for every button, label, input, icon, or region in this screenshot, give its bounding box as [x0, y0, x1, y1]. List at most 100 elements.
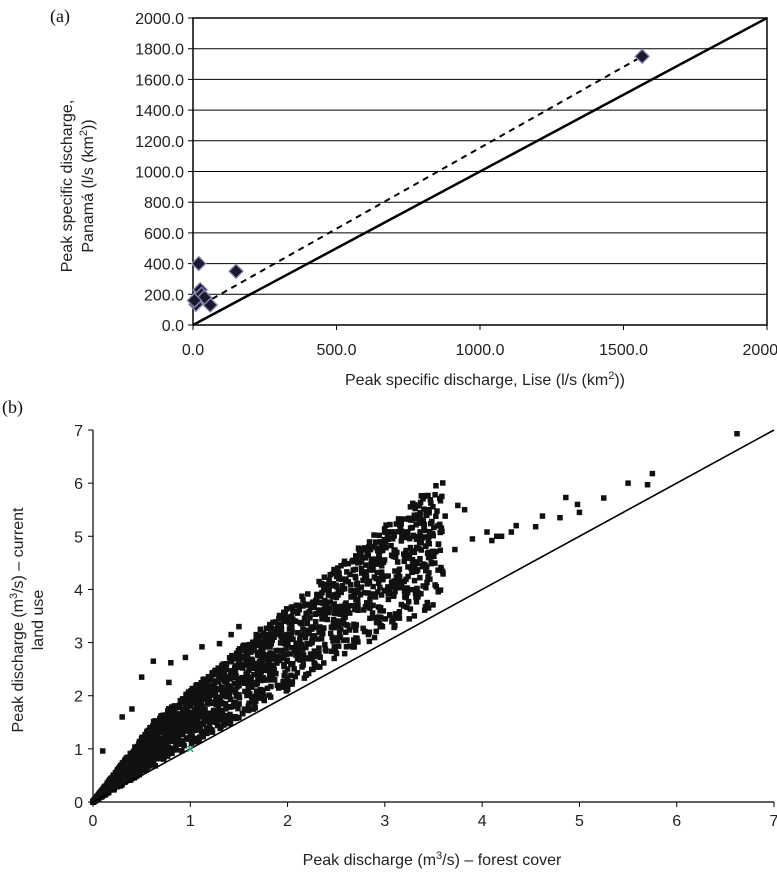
panel-b-square-point [147, 724, 153, 731]
panel-b-square-point [389, 618, 395, 625]
panel-b-square-point [293, 640, 299, 646]
panel-b-square-point [244, 654, 251, 661]
panel-b-square-point [331, 566, 337, 573]
panel-b-square-point [200, 712, 206, 719]
panel-b-square-point [139, 748, 146, 755]
panel-b-square-point [285, 683, 291, 689]
panel-b-square-point [335, 643, 342, 649]
panel-b-square-point [186, 714, 192, 721]
panel-b-square-point [305, 591, 311, 597]
panel-b-square-point [427, 497, 434, 503]
panel-b-square-point [181, 707, 188, 714]
panel-b-square-point [339, 586, 346, 592]
panel-b-square-point [162, 712, 168, 718]
panel-b-square-point [399, 532, 405, 539]
panel-b-square-point [432, 492, 438, 498]
panel-b-square-point [232, 689, 239, 696]
panel-b-y-tick-label: 6 [74, 476, 83, 493]
panel-b-square-point [498, 533, 505, 540]
panel-b-square-point [212, 718, 218, 725]
panel-b-square-point [300, 597, 306, 603]
panel-b-square-point [366, 544, 372, 550]
panel-b-square-point [209, 700, 216, 707]
panel-b-square-point [187, 721, 194, 728]
panel-a-y-tick-labels: 0.0 200.0 400.0 600.0 800.0 1000.0 1200.0 1400.… [135, 11, 184, 335]
panel-b-square-point [192, 714, 199, 721]
panel-b-square-point [266, 692, 272, 698]
panel-b-square-point [439, 528, 445, 535]
panel-b-square-point [233, 650, 240, 657]
panel-b-square-point [170, 708, 177, 715]
panel-b-square-point [332, 610, 338, 617]
panel-b-square-point [179, 747, 185, 754]
panel-a-x-tick-label: 1000.0 [456, 342, 505, 359]
panel-b-square-point [431, 524, 437, 531]
panel-b-square-point [316, 645, 322, 651]
panel-b-square-point [322, 646, 329, 653]
panel-b-square-point [328, 624, 335, 630]
panel-b-square-point [369, 610, 376, 616]
panel-b-square-point [418, 591, 424, 597]
panel-b-square-point [330, 616, 337, 623]
panel-a-diamond-point [186, 292, 203, 309]
panel-b-square-point [253, 638, 259, 644]
panel-b-square-point [135, 746, 142, 752]
panel-a-y-tick-label: 400.0 [144, 257, 184, 274]
panel-b-square-point [314, 636, 321, 642]
panel-b-square-point [157, 755, 164, 762]
panel-b-square-point [258, 633, 264, 639]
panel-b-square-point [271, 634, 277, 641]
panel-b-square-point [435, 567, 441, 573]
panel-b-square-point [358, 558, 365, 564]
panel-b-square-point [399, 528, 405, 535]
panel-a-y-tick-label: 1800.0 [135, 42, 184, 59]
panel-b-square-point [401, 558, 407, 565]
panel-b-square-point [316, 650, 322, 657]
panel-b-square-point [367, 567, 373, 573]
panel-b-square-point [334, 584, 340, 590]
panel-b-square-point [377, 539, 384, 545]
panel-b-square-point [361, 545, 368, 551]
panel-b-square-point [244, 670, 250, 676]
panel-a-y-tick-label: 1600.0 [135, 72, 184, 89]
panel-b-square-point [365, 579, 372, 586]
panel-b-square-point [407, 606, 414, 612]
panel-b-x-tick-label: 2 [283, 813, 292, 830]
panel-b-square-point [226, 692, 233, 698]
panel-b-square-point [227, 696, 234, 703]
panel-b-square-point [259, 654, 266, 660]
panel-b-square-point [343, 644, 350, 650]
panel-b-square-point [163, 730, 170, 736]
panel-b-square-point [440, 480, 446, 486]
panel-b-square-point [438, 564, 444, 571]
panel-b-square-point [344, 569, 350, 575]
panel-b-square-point [421, 521, 428, 528]
panel-b-square-point [370, 558, 377, 564]
panel-a-y-tick-label: 800.0 [144, 195, 184, 212]
panel-b-square-point [417, 509, 423, 516]
panel-b-square-point [192, 706, 198, 713]
panel-b-square-point [390, 593, 397, 599]
panel-b-square-point [277, 640, 284, 646]
panel-b-square-point [326, 587, 332, 593]
panel-b-square-point [601, 495, 607, 501]
panel-b-square-point [339, 582, 346, 589]
panel-a-y-tick-label: 600.0 [144, 226, 184, 243]
panel-b-square-point [493, 533, 500, 540]
panel-b-square-point [294, 650, 301, 656]
panel-b-square-point [412, 516, 418, 522]
panel-b-y-axis-label-line2: land use [30, 590, 47, 651]
panel-b-square-point [244, 676, 250, 683]
panel-a-x-tick-label: 2000.0 [743, 342, 777, 359]
panel-b-square-point [403, 594, 410, 601]
panel-b-square-point [413, 522, 419, 528]
panel-b-square-point [397, 522, 403, 529]
panel-b-square-point [532, 523, 539, 530]
panel-b-square-point [425, 554, 432, 561]
panel-b-square-point [171, 717, 177, 723]
panel-b-square-point [309, 638, 315, 644]
panel-b-square-point [149, 727, 155, 734]
panel-b-square-point [261, 694, 267, 700]
panel-b-square-point [361, 574, 368, 580]
